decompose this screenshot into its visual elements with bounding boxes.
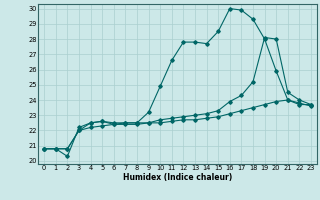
X-axis label: Humidex (Indice chaleur): Humidex (Indice chaleur) (123, 173, 232, 182)
